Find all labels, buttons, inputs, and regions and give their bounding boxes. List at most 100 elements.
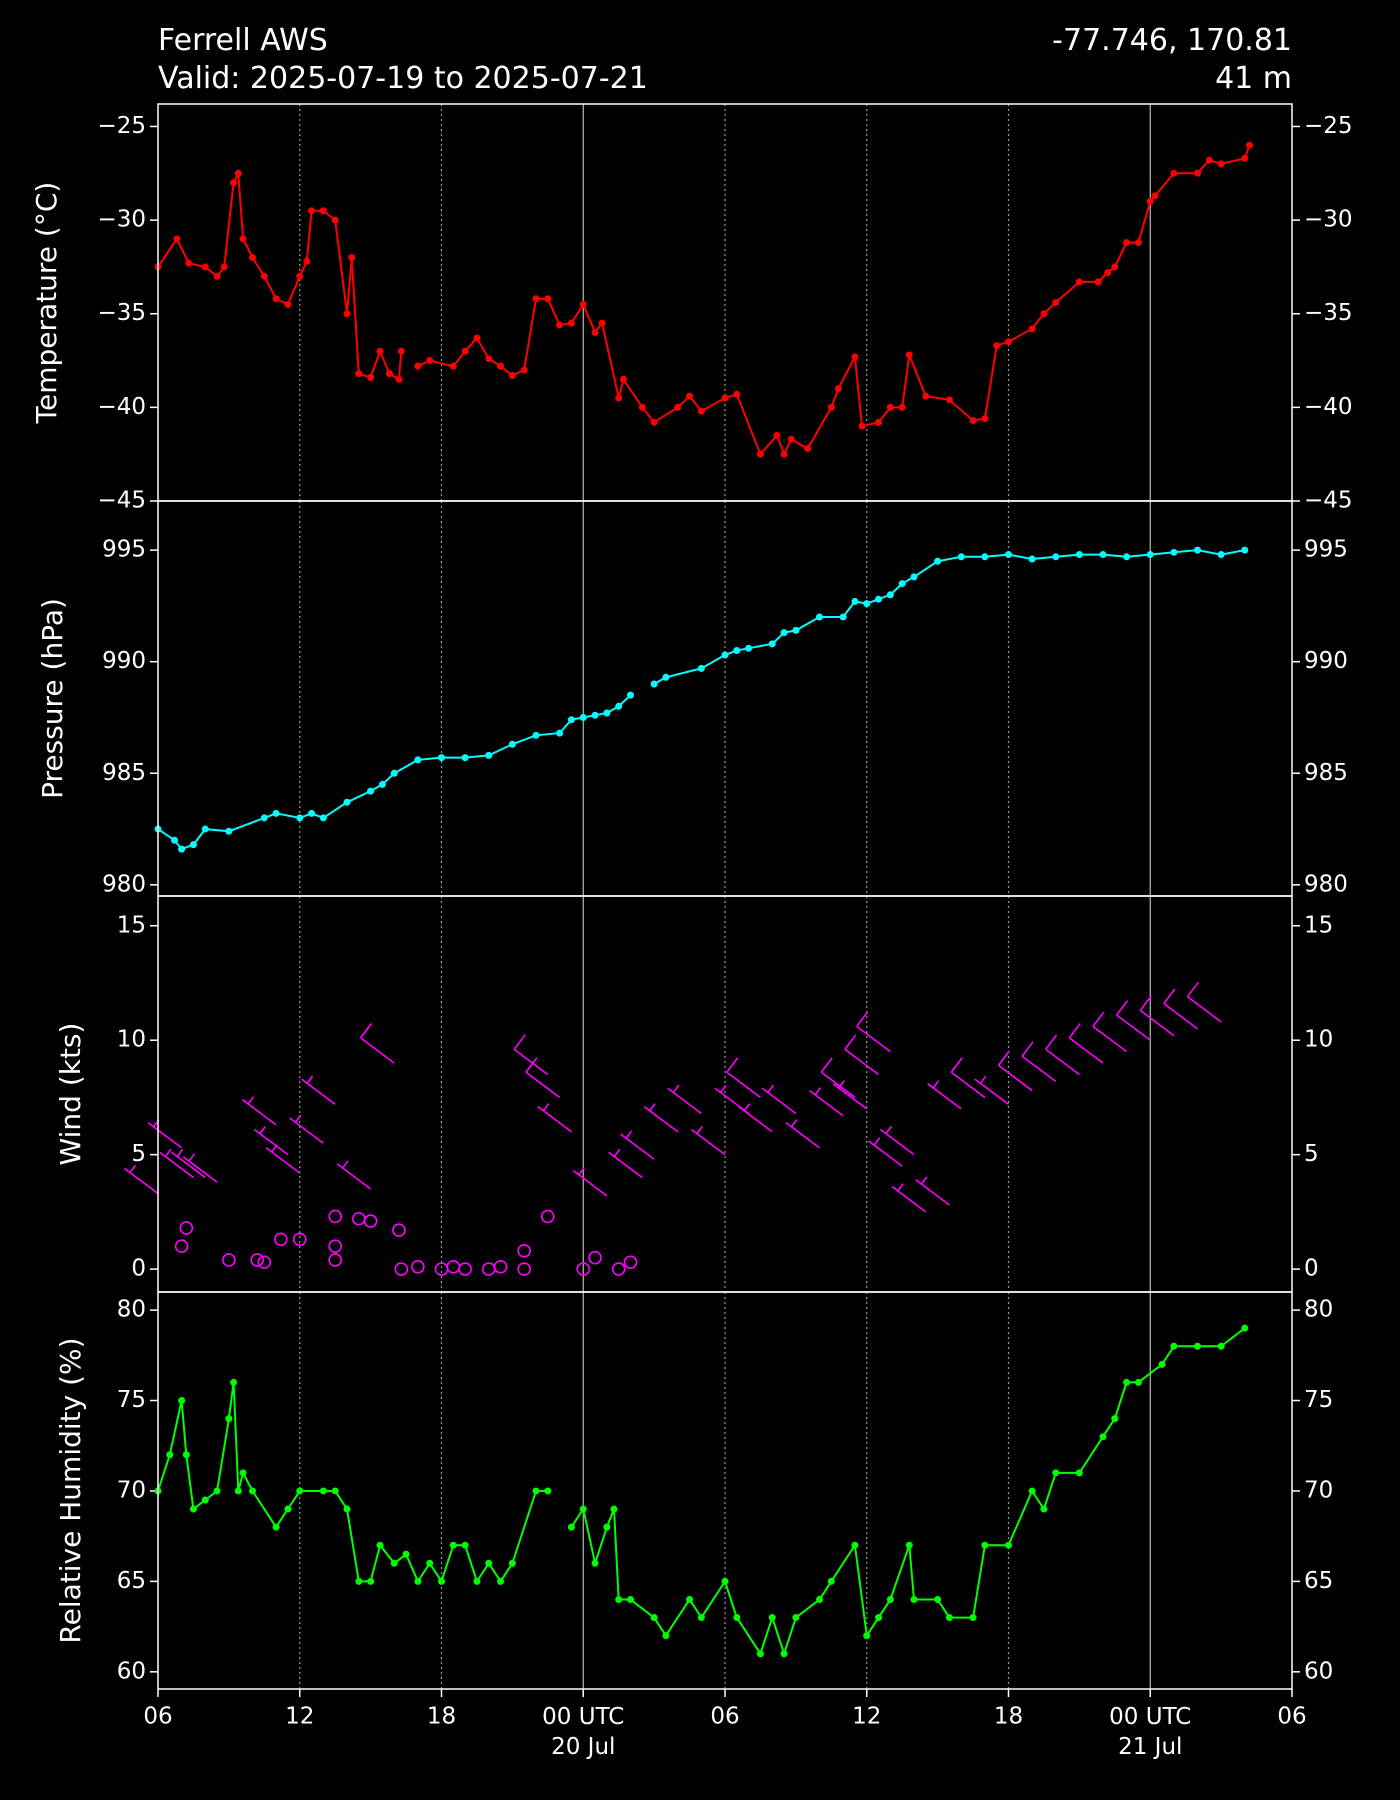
wind-barb xyxy=(974,1075,1009,1105)
data-point xyxy=(348,254,356,262)
wind-barb xyxy=(690,1125,726,1156)
data-point xyxy=(461,347,469,355)
data-point xyxy=(343,1505,351,1513)
calm-wind xyxy=(411,1260,425,1274)
data-point xyxy=(544,295,552,303)
data-point xyxy=(319,1487,327,1495)
wind-barb xyxy=(714,1084,750,1115)
data-point xyxy=(532,1487,540,1495)
data-point xyxy=(1111,1415,1119,1423)
data-point xyxy=(173,235,181,243)
data-point xyxy=(461,1541,469,1549)
wind-barb xyxy=(1045,1034,1080,1076)
data-point xyxy=(1170,548,1178,556)
data-point xyxy=(615,394,623,402)
data-point xyxy=(1028,555,1036,563)
wind-barb xyxy=(1116,1000,1151,1041)
data-point xyxy=(756,450,764,458)
data-point xyxy=(1099,1433,1107,1441)
data-point xyxy=(863,600,871,608)
data-point xyxy=(733,647,741,655)
calm-wind xyxy=(328,1253,342,1267)
data-point xyxy=(485,1559,493,1567)
y-tick-label: −45 xyxy=(97,488,146,514)
data-point xyxy=(1005,551,1012,559)
data-point xyxy=(957,553,965,561)
data-point xyxy=(1194,546,1201,554)
data-point xyxy=(296,1487,304,1495)
data-point xyxy=(627,691,634,699)
wind-barb xyxy=(868,1137,903,1167)
y-tick-label: 10 xyxy=(1304,1027,1333,1053)
data-point xyxy=(579,300,587,308)
data-point xyxy=(579,1505,587,1513)
y-tick-label: 60 xyxy=(117,1658,146,1684)
data-point xyxy=(296,272,304,280)
data-point xyxy=(591,711,599,719)
y-tick-label: −40 xyxy=(97,394,146,420)
y-tick-label: −25 xyxy=(97,113,146,139)
data-point xyxy=(544,1487,552,1495)
calm-wind xyxy=(292,1232,307,1247)
y-tick-label: 985 xyxy=(1304,760,1348,786)
y-tick-label: 60 xyxy=(1304,1658,1333,1684)
data-point xyxy=(858,422,866,430)
data-point xyxy=(376,347,384,355)
wind-barb xyxy=(123,1164,159,1195)
data-point xyxy=(461,754,469,762)
data-point xyxy=(993,342,1001,350)
data-point xyxy=(201,263,209,271)
data-point xyxy=(239,1469,247,1477)
data-point xyxy=(886,403,894,411)
data-point xyxy=(610,1505,618,1513)
data-point xyxy=(343,798,351,806)
y-tick-label: 985 xyxy=(102,760,146,786)
data-point xyxy=(249,254,256,262)
data-point xyxy=(650,1614,658,1622)
data-point xyxy=(1040,1505,1048,1513)
data-point xyxy=(497,362,505,370)
data-point xyxy=(780,1650,788,1658)
data-point xyxy=(438,754,445,762)
data-point xyxy=(598,319,606,327)
data-point xyxy=(674,403,682,411)
y-tick-label: 980 xyxy=(102,871,146,897)
data-point xyxy=(414,1577,422,1585)
y-tick-label: 995 xyxy=(102,537,146,563)
data-point xyxy=(603,709,611,717)
y-tick-label: 995 xyxy=(1304,537,1348,563)
x-tick-label: 12 xyxy=(852,1704,881,1730)
y-tick-label: 0 xyxy=(131,1256,146,1282)
calm-wind xyxy=(481,1262,496,1276)
data-point xyxy=(189,841,197,849)
data-point xyxy=(532,731,540,739)
data-point xyxy=(697,407,705,415)
wind-barb xyxy=(1021,1041,1057,1083)
data-point xyxy=(239,235,247,243)
data-point xyxy=(662,1632,670,1640)
data-point xyxy=(1075,278,1083,286)
data-point xyxy=(1005,338,1012,346)
data-point xyxy=(234,169,242,177)
data-point xyxy=(303,257,311,265)
data-point xyxy=(376,1541,384,1549)
data-point xyxy=(981,415,989,423)
wind-barb xyxy=(761,1084,797,1115)
data-point xyxy=(213,272,221,280)
data-point xyxy=(1123,553,1131,561)
data-point xyxy=(178,1397,186,1405)
data-point xyxy=(834,385,842,393)
data-point xyxy=(1028,1487,1036,1495)
wind-barb xyxy=(785,1119,820,1149)
data-point xyxy=(485,355,493,363)
data-point xyxy=(863,1632,871,1640)
data-point xyxy=(816,613,823,621)
x-tick-label: 18 xyxy=(427,1704,456,1730)
data-point xyxy=(567,716,575,724)
data-point xyxy=(1075,1469,1083,1477)
data-point xyxy=(1134,239,1142,247)
data-point xyxy=(745,644,753,652)
data-point xyxy=(697,1614,705,1622)
data-point xyxy=(185,259,193,267)
data-point xyxy=(638,403,646,411)
